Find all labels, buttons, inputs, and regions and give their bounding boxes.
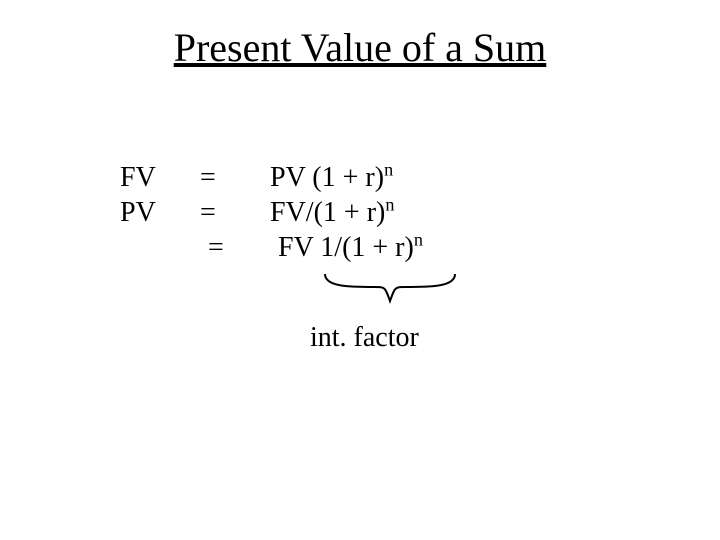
eq-rhs-superscript: n (385, 195, 394, 215)
eq-rhs-superscript: n (384, 160, 393, 180)
equation-row: FV = PV (1 + r)n (120, 160, 423, 195)
eq-sign: = (200, 195, 270, 230)
slide-title: Present Value of a Sum (0, 24, 720, 71)
slide: Present Value of a Sum FV = PV (1 + r)n … (0, 0, 720, 540)
interest-factor-label: int. factor (310, 322, 419, 354)
eq-rhs-base: FV 1/(1 + r) (278, 232, 414, 263)
eq-rhs: FV/(1 + r)n (270, 195, 394, 230)
brace-icon (320, 269, 460, 309)
eq-sign: = (200, 230, 278, 265)
equation-row: = FV 1/(1 + r)n (120, 230, 423, 265)
eq-rhs-base: PV (1 + r) (270, 162, 384, 193)
eq-rhs-superscript: n (414, 230, 423, 250)
eq-sign: = (200, 160, 270, 195)
eq-lhs (120, 230, 200, 265)
equation-block: FV = PV (1 + r)n PV = FV/(1 + r)n = FV 1… (120, 160, 423, 265)
eq-lhs: FV (120, 160, 200, 195)
brace-path (325, 274, 455, 301)
eq-rhs-base: FV/(1 + r) (270, 197, 385, 228)
equation-row: PV = FV/(1 + r)n (120, 195, 423, 230)
eq-rhs: FV 1/(1 + r)n (278, 230, 423, 265)
eq-lhs: PV (120, 195, 200, 230)
eq-rhs: PV (1 + r)n (270, 160, 393, 195)
